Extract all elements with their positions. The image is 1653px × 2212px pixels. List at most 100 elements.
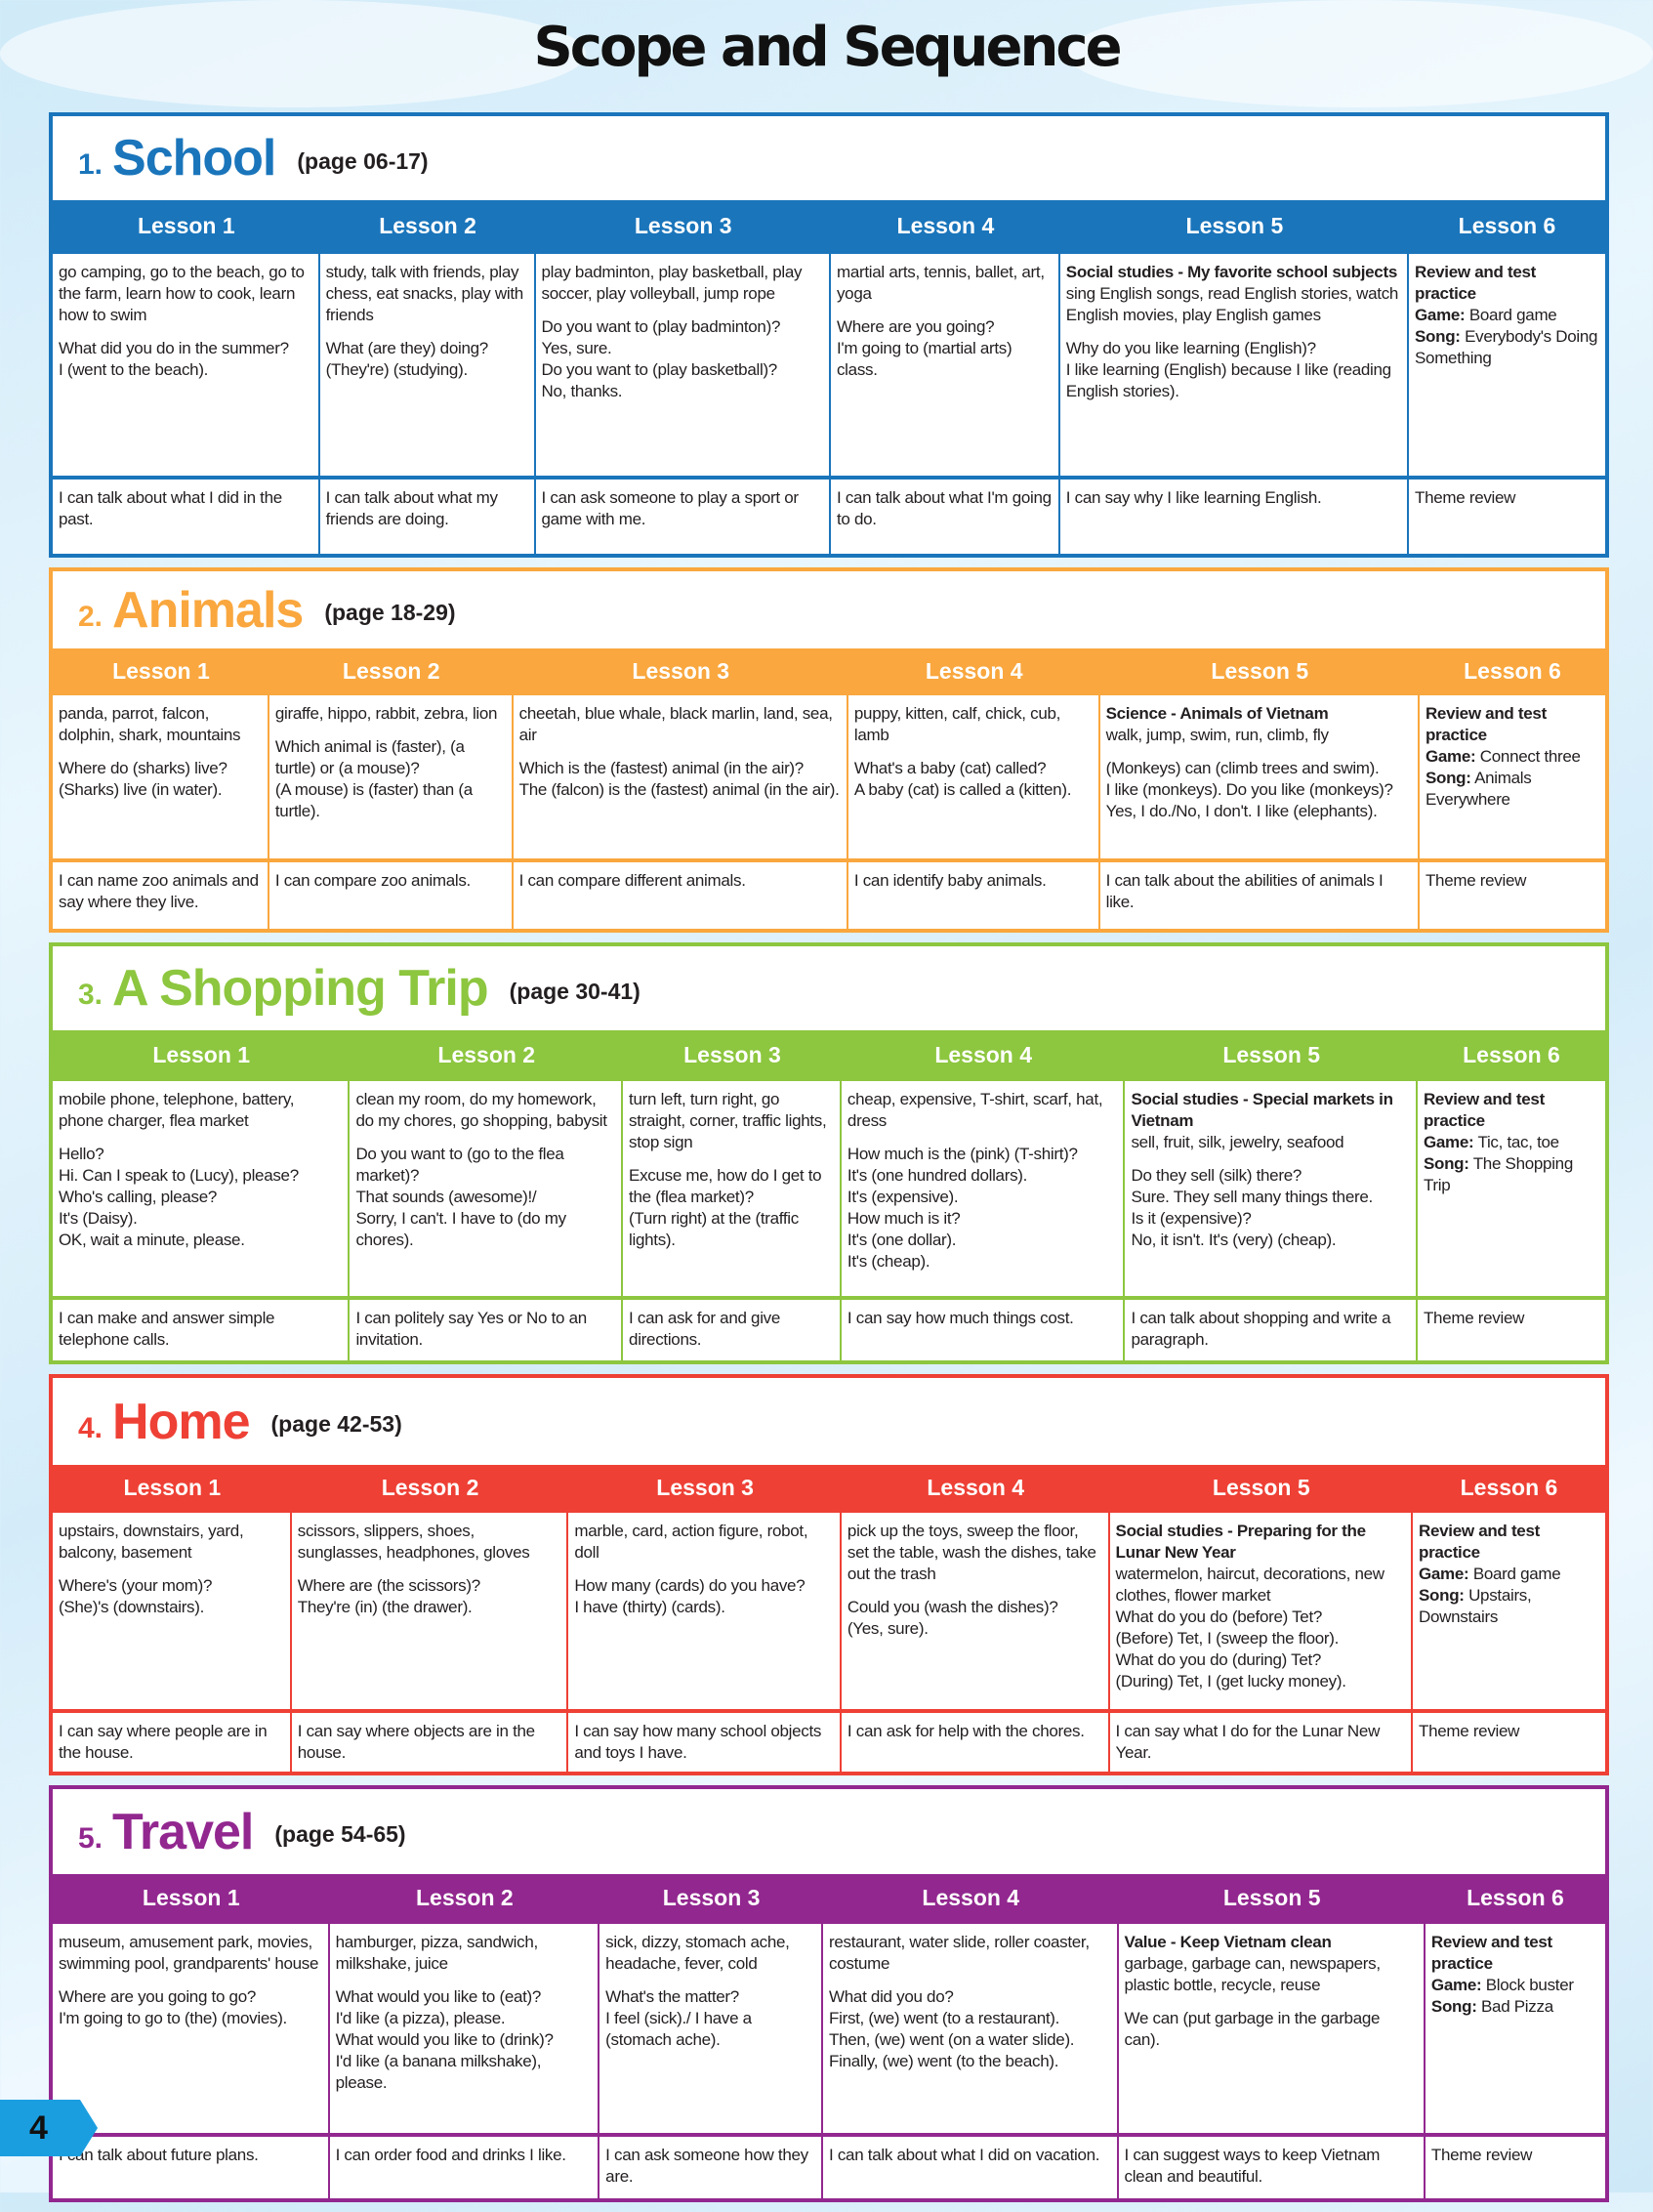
text: panda, parrot, falcon, dolphin, shark, m… [59, 704, 241, 744]
text: Where do (sharks) live? (Sharks) live (i… [59, 759, 227, 799]
lesson-content-row: go camping, go to the beach, go to the f… [53, 252, 1605, 476]
lesson-outcome: I can ask for help with the chores. [841, 1709, 1110, 1772]
lesson-header-row: Lesson 1 Lesson 2 Lesson 3 Lesson 4 Lesson 5… [53, 1874, 1605, 1922]
lesson-outcome: I can ask someone to play a sport or gam… [535, 476, 831, 554]
text: restaurant, water slide, roller coaster,… [829, 1933, 1090, 1973]
lesson-header: Lesson 5 [1222, 1885, 1321, 1910]
lesson-outcome: I can compare different animals. [513, 858, 848, 929]
lesson-paragraph: Do you want to (go to the flea market)? … [355, 1144, 615, 1251]
text: Upstairs, Downstairs [1418, 1586, 1532, 1626]
background-wave [0, 0, 586, 107]
lesson-paragraph: Song: Upstairs, Downstairs [1419, 1585, 1599, 1628]
lesson-content-cell: cheetah, blue whale, black marlin, land,… [513, 693, 848, 858]
lesson-paragraph: puppy, kitten, calf, chick, cub, lamb [854, 703, 1093, 746]
lesson-paragraph: Where are you going to go? I'm going to … [59, 1986, 322, 2029]
text: turn left, turn right, go straight, corn… [629, 1090, 827, 1151]
lesson-outcome: I can say how many school objects and to… [568, 1709, 842, 1772]
unit-number: 2. [78, 600, 103, 633]
lesson-outcome: I can talk about shopping and write a pa… [1125, 1296, 1418, 1360]
lesson-outcome: I can say how much things cost. [841, 1296, 1126, 1360]
text: cheap, expensive, T-shirt, scarf, hat, d… [847, 1090, 1103, 1130]
lesson-outcome: I can make and answer simple telephone c… [53, 1296, 351, 1360]
text: upstairs, downstairs, yard, balcony, bas… [59, 1522, 244, 1562]
lesson-paragraph: museum, amusement park, movies, swimming… [59, 1932, 322, 1975]
text: Do you want to (go to the flea market)? … [355, 1145, 566, 1249]
lesson-outcome: I can say why I like learning English. [1059, 476, 1409, 554]
lesson-content-row: museum, amusement park, movies, swimming… [53, 1922, 1605, 2133]
text: Excuse me, how do I get to the (flea mar… [629, 1166, 822, 1249]
lesson-content-cell: upstairs, downstairs, yard, balcony, bas… [53, 1511, 292, 1709]
text: hamburger, pizza, sandwich, milkshake, j… [335, 1933, 539, 1973]
lesson-paragraph: Why do you like learning (English)? I li… [1066, 338, 1401, 402]
lesson-paragraph: Where are you going? I'm going to (marti… [837, 316, 1053, 381]
unit-section: 2. Animals (page 18-29) Lesson 1 Lesson 2 Les… [49, 567, 1609, 933]
text: How much is the (pink) (T-shirt)? It's (… [847, 1145, 1078, 1271]
text: sell, fruit, silk, jewelry, seafood [1131, 1133, 1344, 1151]
lesson-content-row: upstairs, downstairs, yard, balcony, bas… [53, 1511, 1605, 1709]
lesson-paragraph: Where are (the scissors)? They're (in) (… [298, 1575, 561, 1618]
lesson-content-cell: marble, card, action figure, robot, doll… [568, 1511, 842, 1709]
unit-header: 2. Animals (page 18-29) [53, 571, 1605, 648]
text: Block buster [1481, 1976, 1574, 1994]
lesson-outcome: I can identify baby animals. [847, 858, 1100, 929]
lesson-paragraph: giraffe, hippo, rabbit, zebra, lion [275, 703, 506, 725]
lesson-outcome: Theme review [1409, 476, 1605, 554]
lesson-content-cell: scissors, slippers, shoes, sunglasses, h… [291, 1511, 569, 1709]
text: We can (put garbage in the garbage can). [1124, 2009, 1381, 2049]
unit-title: Animals [112, 581, 304, 639]
lesson-header: Lesson 6 [1458, 213, 1556, 238]
text: What would you like to (eat)? I'd like (… [335, 1987, 554, 2092]
lesson-content-cell: panda, parrot, falcon, dolphin, shark, m… [53, 693, 269, 858]
lesson-outcome: Theme review [1412, 1709, 1605, 1772]
lesson-content-cell: pick up the toys, sweep the floor, set t… [841, 1511, 1110, 1709]
lesson-paragraph: walk, jump, swim, run, climb, fly [1106, 725, 1412, 746]
lesson-paragraph: Game: Board game [1415, 305, 1599, 326]
text: What did you do in the summer? I (went t… [59, 339, 289, 379]
unit-number: 4. [78, 1411, 103, 1444]
lesson-outcome: I can talk about what I did in the past. [53, 476, 320, 554]
lesson-outcome: Theme review [1417, 1296, 1605, 1360]
unit-section: 3. A Shopping Trip (page 30-41) Lesson 1 Les… [49, 942, 1609, 1364]
unit-pages: (page 42-53) [270, 1411, 402, 1437]
lesson-content-cell: Review and test practice Game: Tic, tac, … [1417, 1079, 1605, 1296]
lesson-paragraph: pick up the toys, sweep the floor, set t… [847, 1521, 1102, 1585]
lesson-outcome: Theme review [1419, 858, 1605, 929]
unit-pages: (page 54-65) [274, 1821, 406, 1847]
lesson-paragraph: Game: Tic, tac, toe [1424, 1132, 1599, 1153]
background-wave [1067, 0, 1653, 107]
lesson-paragraph: Game: Connect three [1426, 746, 1599, 768]
unit-pages: (page 18-29) [324, 600, 456, 625]
lesson-paragraph: clean my room, do my homework, do my cho… [355, 1089, 615, 1132]
lesson-paragraph: Which animal is (faster), (a turtle) or … [275, 736, 506, 822]
lesson-outcome: I can ask someone how they are. [599, 2133, 824, 2198]
text: Everybody's Doing Something [1415, 327, 1598, 367]
lesson-header: Lesson 2 [342, 657, 440, 684]
text: watermelon, haircut, decorations, new cl… [1115, 1565, 1385, 1690]
lesson-header: Lesson 4 [925, 657, 1023, 684]
label: Song: [1418, 1586, 1465, 1605]
text: go camping, go to the beach, go to the f… [59, 263, 305, 324]
lesson-content-cell: Science - Animals of Vietnam walk, jump, … [1099, 693, 1420, 858]
text: (Monkeys) can (climb trees and swim). I … [1105, 759, 1393, 820]
lesson-content-cell: martial arts, tennis, ballet, art, yoga W… [830, 252, 1060, 476]
lesson-header: Lesson 5 [1211, 657, 1309, 684]
lesson-header: Lesson 2 [437, 1041, 536, 1067]
outcomes-row: I can talk about future plans. I can orde… [53, 2133, 1605, 2198]
lesson-topic-title: Review and test practice [1423, 1090, 1545, 1130]
lesson-header: Lesson 5 [1185, 213, 1284, 238]
lesson-content-cell: turn left, turn right, go straight, corn… [623, 1079, 842, 1296]
page-number-badge: 4 [0, 2100, 98, 2156]
lesson-paragraph: Song: Animals Everywhere [1426, 768, 1599, 811]
text: Hello? Hi. Can I speak to (Lucy), please… [59, 1145, 299, 1249]
text: Connect three [1475, 747, 1581, 766]
lesson-paragraph: panda, parrot, falcon, dolphin, shark, m… [59, 703, 262, 746]
label: Game: [1418, 1565, 1469, 1583]
text: The Shopping Trip [1423, 1154, 1573, 1194]
lesson-topic-title: Social studies - Preparing for the Lunar… [1115, 1522, 1367, 1562]
lesson-paragraph: sing English songs, read English stories… [1066, 283, 1401, 326]
text: Do they sell (silk) there? Sure. They se… [1131, 1166, 1373, 1249]
text: How many (cards) do you have? I have (th… [574, 1576, 806, 1616]
lesson-header: Lesson 5 [1222, 1041, 1321, 1067]
text: puppy, kitten, calf, chick, cub, lamb [853, 704, 1061, 744]
unit-title: School [112, 130, 276, 187]
